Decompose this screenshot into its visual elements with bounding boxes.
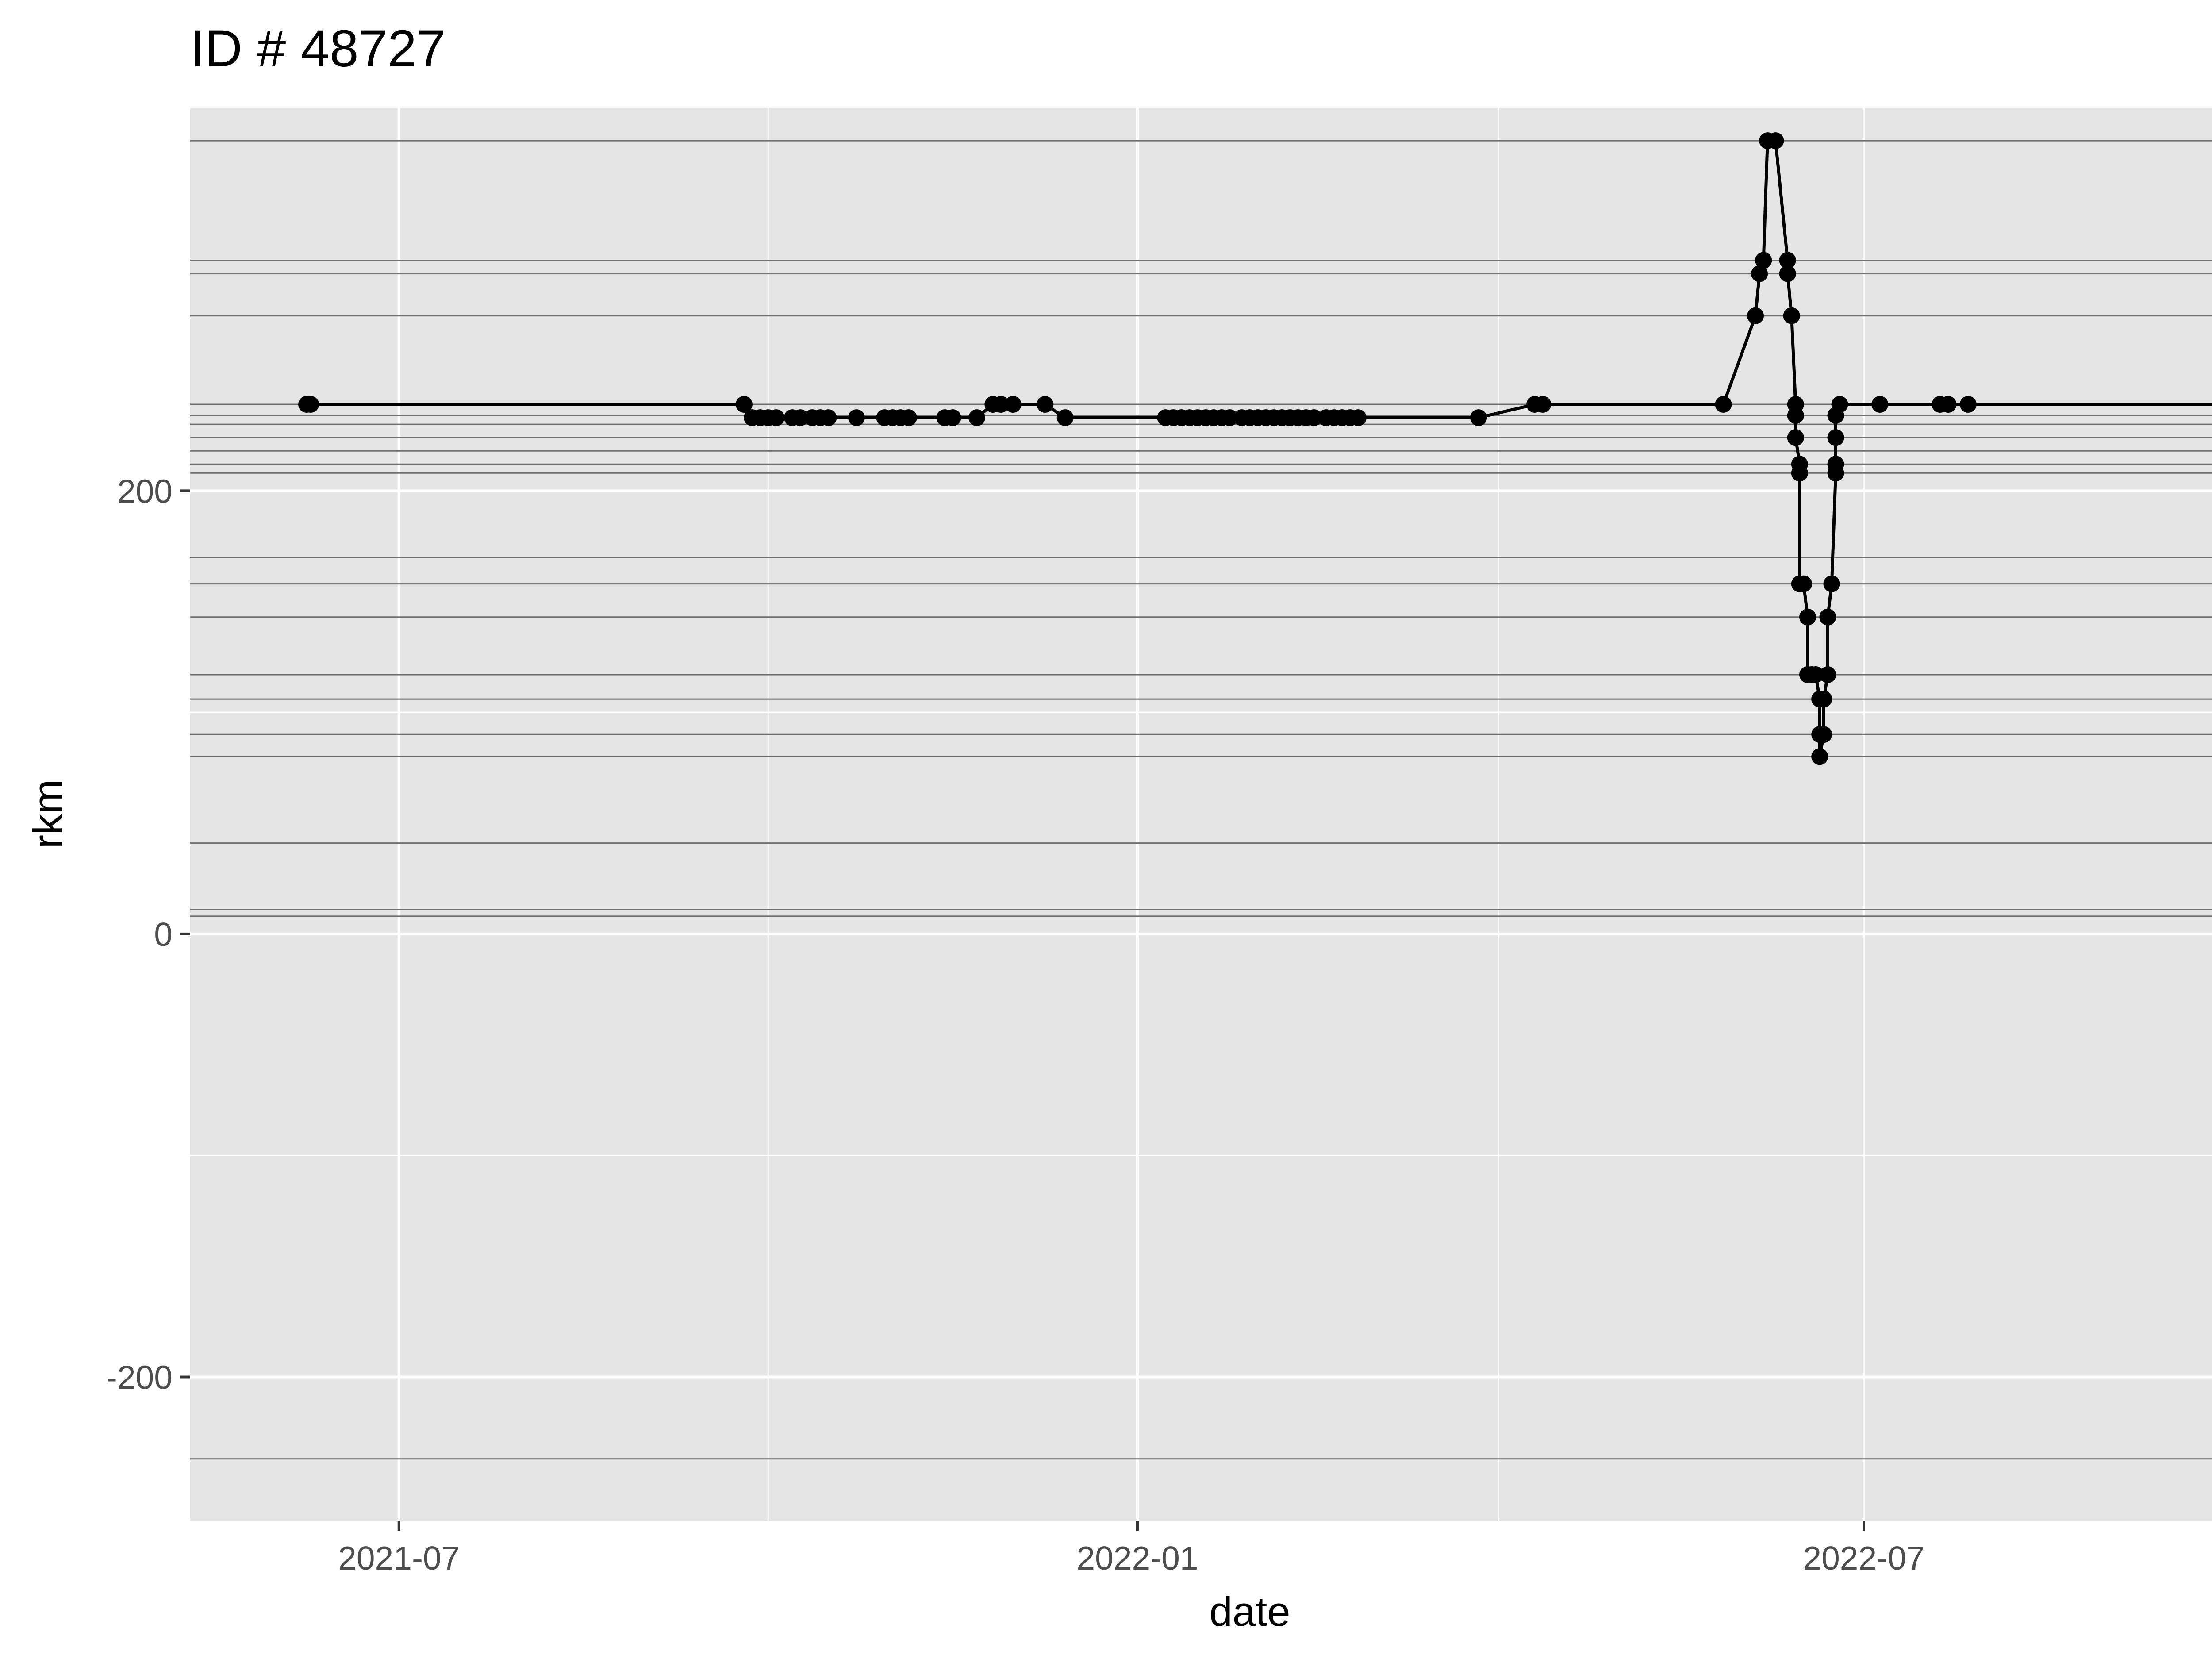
x-tick-label: 2022-07 <box>1803 1540 1924 1577</box>
data-point <box>1004 396 1022 413</box>
plot-panel <box>190 108 2212 1521</box>
data-point <box>1831 396 1848 413</box>
data-point <box>1306 409 1323 426</box>
data-point <box>968 409 986 426</box>
y-axis-title: rkm <box>24 780 71 849</box>
data-point <box>1819 608 1836 626</box>
data-point <box>1470 409 1487 426</box>
series-layer <box>298 132 2212 765</box>
data-point <box>1783 307 1800 324</box>
data-point <box>900 409 917 426</box>
data-point <box>791 409 809 426</box>
data-point <box>1815 691 1832 708</box>
data-point <box>1819 666 1836 684</box>
gridlines <box>190 108 2212 1521</box>
data-point <box>1807 666 1824 684</box>
data-point <box>1037 396 1054 413</box>
data-point <box>992 396 1010 413</box>
data-point <box>1959 396 1977 413</box>
data-point <box>1791 465 1808 482</box>
data-point <box>820 409 837 426</box>
data-point <box>735 396 753 413</box>
data-point <box>1871 396 1889 413</box>
chart-title: ID # 48727 <box>190 19 445 78</box>
x-tick-label: 2022-01 <box>1076 1540 1198 1577</box>
data-point <box>1056 409 1074 426</box>
data-point <box>1787 429 1804 446</box>
data-point <box>1534 396 1551 413</box>
data-point <box>1827 456 1844 473</box>
data-point <box>1815 726 1832 743</box>
data-point <box>768 409 785 426</box>
data-point <box>1767 132 1784 150</box>
reference-lines <box>190 140 2212 1460</box>
axes: 2021-07 2022-01 2022-07 -200 0 200 <box>106 472 1925 1577</box>
data-point <box>1755 252 1772 269</box>
y-tick-label: 200 <box>117 472 173 510</box>
x-tick-label: 2021-07 <box>338 1540 460 1577</box>
data-point <box>1747 307 1764 324</box>
y-tick-label: -200 <box>106 1359 173 1396</box>
data-point <box>302 396 319 413</box>
data-point <box>944 409 961 426</box>
data-point <box>1823 575 1840 592</box>
data-point <box>848 409 865 426</box>
data-point <box>1795 575 1812 592</box>
data-point <box>1715 396 1732 413</box>
data-point <box>1827 429 1844 446</box>
data-point <box>1811 748 1828 765</box>
y-tick-label: 0 <box>154 916 173 953</box>
data-point <box>1787 407 1804 424</box>
data-point <box>1349 409 1367 426</box>
data-point <box>1799 608 1816 626</box>
x-axis-title: date <box>1210 1588 1290 1635</box>
data-point <box>1779 252 1796 269</box>
data-point <box>1221 409 1238 426</box>
data-point <box>1939 396 1957 413</box>
data-point <box>1751 265 1768 282</box>
data-point <box>1779 265 1796 282</box>
